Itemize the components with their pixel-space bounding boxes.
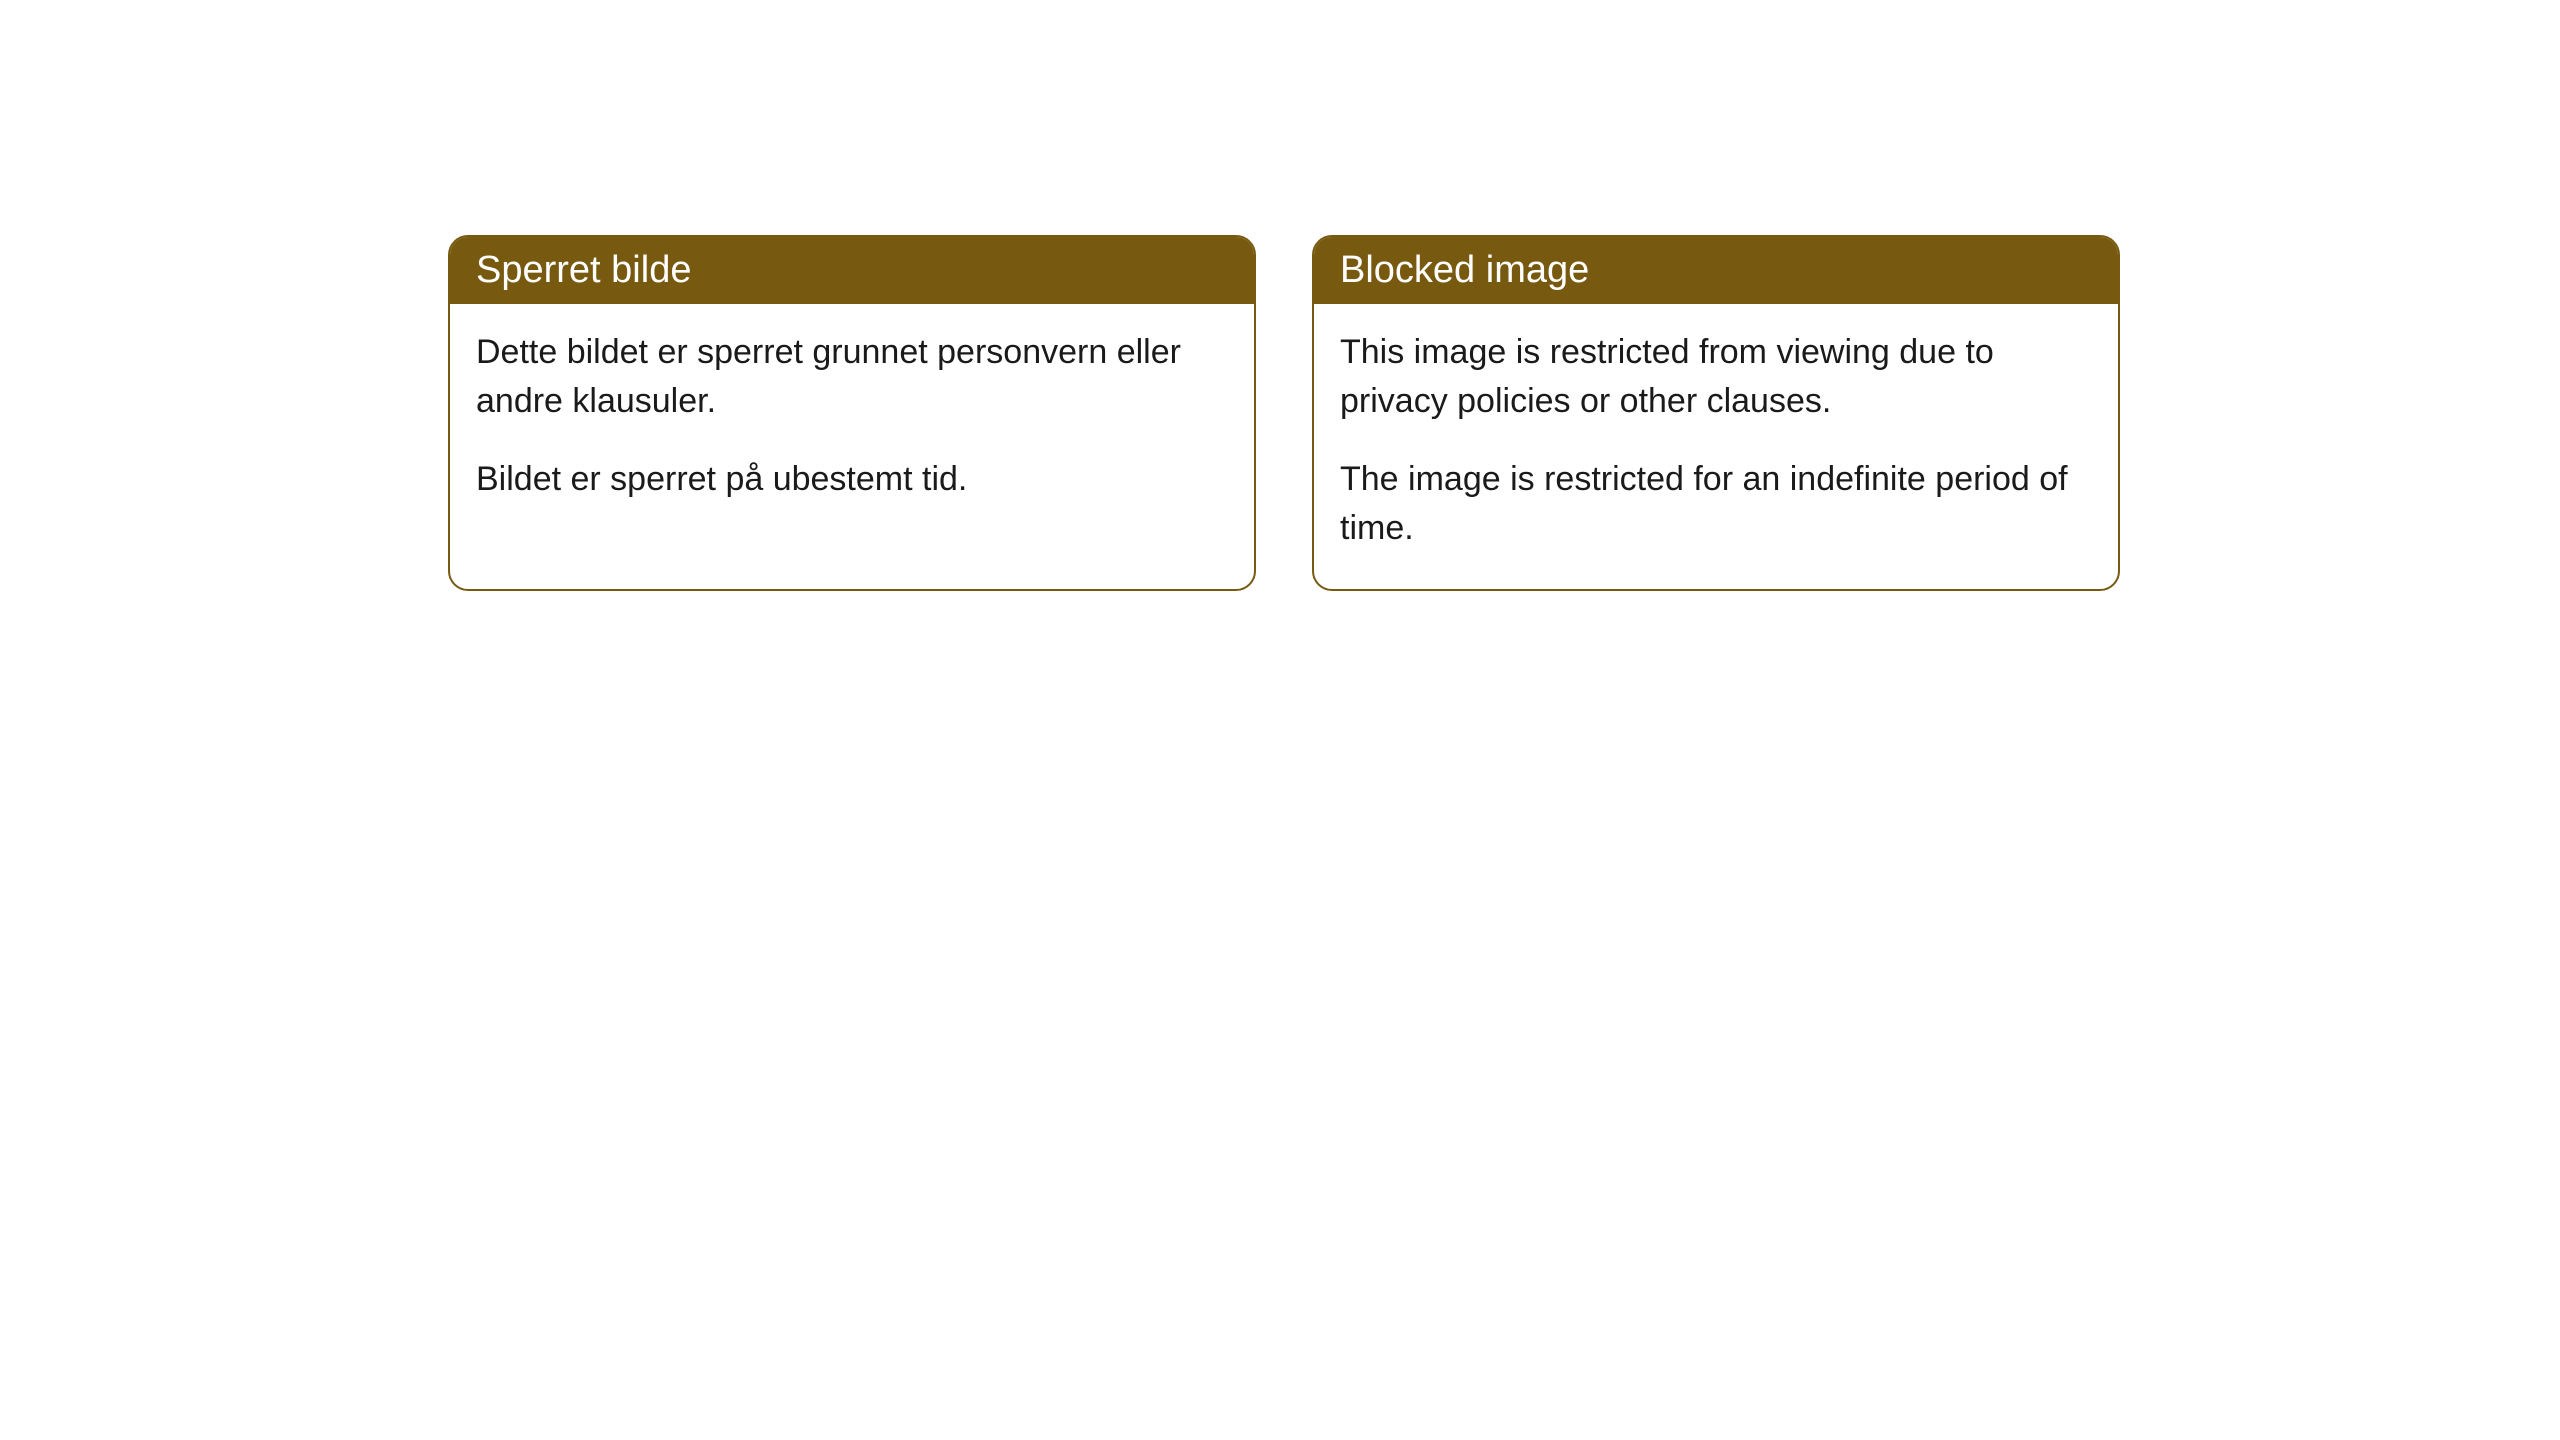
card-paragraph: The image is restricted for an indefinit…: [1340, 455, 2092, 554]
card-title: Sperret bilde: [476, 249, 691, 291]
card-paragraph: Dette bildet er sperret grunnet personve…: [476, 328, 1228, 427]
card-body: Dette bildet er sperret grunnet personve…: [450, 304, 1254, 540]
card-paragraph: Bildet er sperret på ubestemt tid.: [476, 455, 1228, 504]
blocked-image-card-norwegian: Sperret bilde Dette bildet er sperret gr…: [448, 235, 1256, 591]
card-header: Sperret bilde: [450, 237, 1254, 304]
card-header: Blocked image: [1314, 237, 2118, 304]
blocked-image-card-english: Blocked image This image is restricted f…: [1312, 235, 2120, 591]
notice-cards-container: Sperret bilde Dette bildet er sperret gr…: [448, 235, 2560, 591]
card-body: This image is restricted from viewing du…: [1314, 304, 2118, 589]
card-paragraph: This image is restricted from viewing du…: [1340, 328, 2092, 427]
card-title: Blocked image: [1340, 249, 1589, 291]
